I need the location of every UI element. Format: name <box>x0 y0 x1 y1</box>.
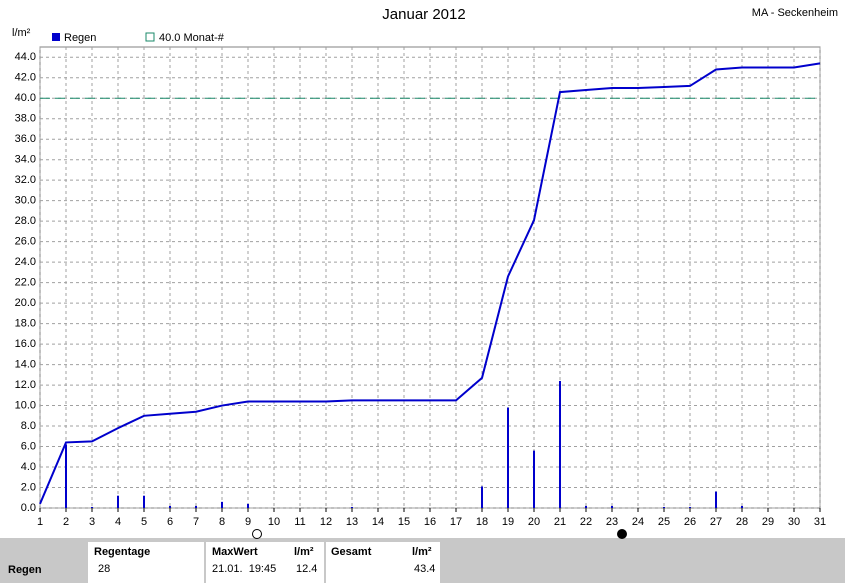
bar <box>247 503 249 508</box>
legend-label: 40.0 Monat-# <box>159 32 225 44</box>
x-tick-label: 13 <box>346 516 358 528</box>
bar <box>715 491 717 508</box>
x-tick-label: 24 <box>632 516 644 528</box>
x-tick-label: 18 <box>476 516 488 528</box>
table-header: Regentage <box>94 546 150 558</box>
y-tick-label: 24.0 <box>15 256 36 268</box>
legend-label: Regen <box>64 32 96 44</box>
y-tick-label: 22.0 <box>15 277 36 289</box>
y-tick-label: 16.0 <box>15 338 36 350</box>
x-tick-label: 15 <box>398 516 410 528</box>
table-cell: 28 <box>98 563 110 575</box>
x-tick-label: 8 <box>219 516 225 528</box>
y-tick-label: 32.0 <box>15 174 36 186</box>
table-header: MaxWert <box>212 546 258 558</box>
table-header: l/m² <box>294 546 314 558</box>
bar <box>611 505 613 508</box>
bar <box>533 450 535 508</box>
bar <box>507 407 509 508</box>
y-tick-label: 8.0 <box>21 420 36 432</box>
x-tick-label: 4 <box>115 516 121 528</box>
legend-swatch <box>52 33 60 41</box>
x-tick-label: 6 <box>167 516 173 528</box>
table-cell: 43.4 <box>414 563 435 575</box>
y-tick-label: 10.0 <box>15 399 36 411</box>
moon-icon <box>617 529 627 539</box>
bar <box>91 506 93 508</box>
bar <box>351 506 353 508</box>
y-tick-label: 2.0 <box>21 481 36 493</box>
x-tick-label: 20 <box>528 516 540 528</box>
x-tick-label: 29 <box>762 516 774 528</box>
x-tick-label: 31 <box>814 516 826 528</box>
y-tick-label: 4.0 <box>21 461 36 473</box>
table-cell: 21.01. 19:45 <box>212 563 276 575</box>
x-tick-label: 22 <box>580 516 592 528</box>
y-axis-label: l/m² <box>12 27 31 39</box>
x-tick-label: 1 <box>37 516 43 528</box>
x-tick-label: 30 <box>788 516 800 528</box>
bar <box>559 380 561 508</box>
bar <box>117 495 119 508</box>
y-tick-label: 12.0 <box>15 379 36 391</box>
bar <box>143 495 145 508</box>
bar <box>65 444 67 508</box>
x-tick-label: 5 <box>141 516 147 528</box>
table-header: l/m² <box>412 546 432 558</box>
bar <box>663 506 665 508</box>
bar <box>585 505 587 508</box>
x-tick-label: 10 <box>268 516 280 528</box>
y-tick-label: 20.0 <box>15 297 36 309</box>
x-tick-label: 19 <box>502 516 514 528</box>
x-tick-label: 23 <box>606 516 618 528</box>
table-header: Gesamt <box>331 546 372 558</box>
y-tick-label: 14.0 <box>15 358 36 370</box>
x-tick-label: 12 <box>320 516 332 528</box>
table-cells <box>88 542 440 583</box>
x-tick-label: 26 <box>684 516 696 528</box>
x-tick-label: 2 <box>63 516 69 528</box>
x-tick-label: 14 <box>372 516 384 528</box>
bar <box>221 501 223 508</box>
x-tick-label: 9 <box>245 516 251 528</box>
y-tick-label: 38.0 <box>15 113 36 125</box>
x-tick-label: 16 <box>424 516 436 528</box>
bar <box>169 505 171 508</box>
x-tick-label: 25 <box>658 516 670 528</box>
chart-title: Januar 2012 <box>382 6 465 23</box>
bar <box>481 486 483 508</box>
bar <box>741 505 743 508</box>
y-tick-label: 0.0 <box>21 502 36 514</box>
x-tick-label: 28 <box>736 516 748 528</box>
y-tick-label: 6.0 <box>21 440 36 452</box>
y-tick-label: 26.0 <box>15 236 36 248</box>
x-tick-label: 7 <box>193 516 199 528</box>
y-tick-label: 28.0 <box>15 215 36 227</box>
chart-subtitle: MA - Seckenheim <box>752 7 838 19</box>
y-tick-label: 34.0 <box>15 154 36 166</box>
y-tick-label: 40.0 <box>15 92 36 104</box>
y-tick-label: 36.0 <box>15 133 36 145</box>
table-cell: 12.4 <box>296 563 317 575</box>
x-tick-label: 3 <box>89 516 95 528</box>
y-tick-label: 42.0 <box>15 72 36 84</box>
x-tick-label: 17 <box>450 516 462 528</box>
y-tick-label: 30.0 <box>15 195 36 207</box>
bar <box>689 506 691 508</box>
y-tick-label: 44.0 <box>15 51 36 63</box>
x-tick-label: 11 <box>294 516 305 528</box>
bar <box>195 505 197 508</box>
y-tick-label: 18.0 <box>15 318 36 330</box>
x-tick-label: 21 <box>554 516 566 528</box>
moon-icon <box>252 529 262 539</box>
table-row-label: Regen <box>8 564 42 576</box>
line <box>39 62 821 505</box>
legend-swatch <box>145 32 155 42</box>
x-tick-label: 27 <box>710 516 722 528</box>
